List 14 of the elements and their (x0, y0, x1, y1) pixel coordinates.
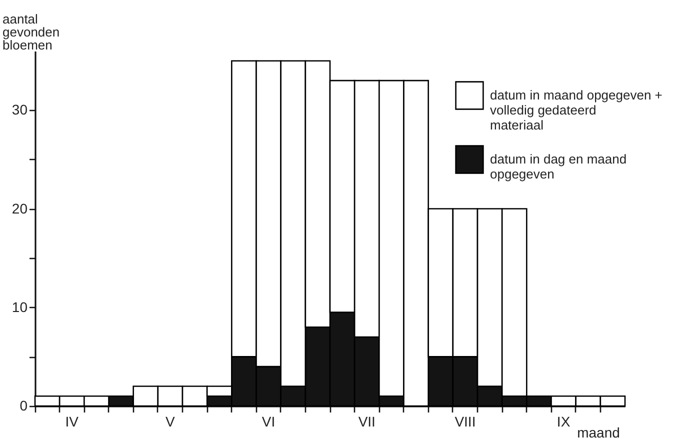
y-tick-label: 20 (12, 200, 28, 216)
x-axis-title: maand (577, 424, 620, 440)
x-tick-label: IX (556, 414, 571, 430)
x-tick-label: VII (358, 414, 376, 430)
y-axis-title: aantal gevonden bloemen (2, 12, 60, 52)
y-tick-label: 30 (12, 102, 28, 118)
x-tick-label: IV (65, 414, 80, 430)
y-tick-label: 0 (20, 398, 28, 414)
y-tick-label: 10 (12, 298, 28, 315)
legend-label: datum in dag en maand opgegeven (490, 152, 627, 182)
legend-label: datum in maand opgegeven + volledig gedateerd materiaal (490, 88, 662, 132)
x-tick-label: VI (262, 414, 276, 430)
x-tick-label: VIII (454, 414, 476, 430)
x-tick-label: V (166, 414, 176, 430)
